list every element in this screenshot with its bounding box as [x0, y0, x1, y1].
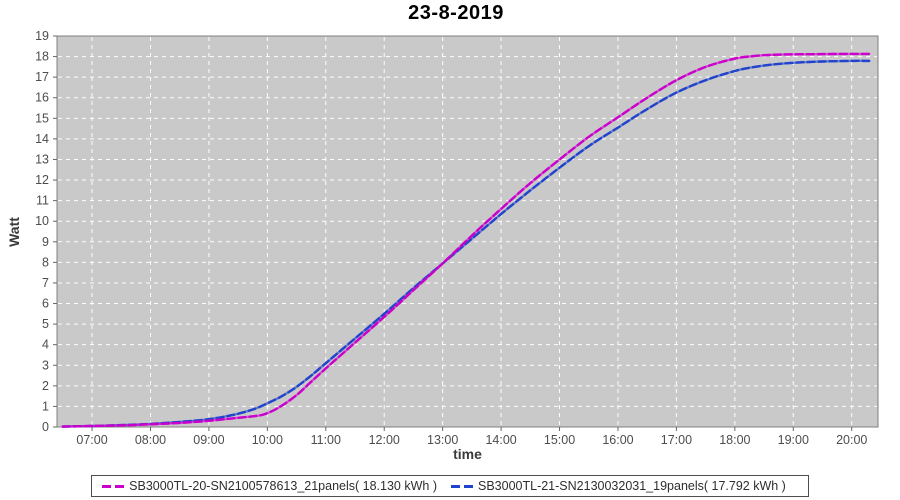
legend-item-inverter-21: SB3000TL-21-SN2130032031_19panels( 17.79… — [451, 479, 786, 493]
y-axis-label: Watt — [6, 217, 22, 247]
y-tick-label: 11 — [36, 194, 49, 208]
x-tick-label: 16:00 — [602, 433, 633, 447]
x-tick-label: 07:00 — [76, 433, 107, 447]
x-tick-label: 12:00 — [369, 433, 400, 447]
series2-line-swatch-icon — [451, 484, 473, 488]
chart-title: 23-8-2019 — [408, 2, 504, 24]
legend-item-inverter-20: SB3000TL-20-SN2100578613_21panels( 18.13… — [102, 479, 437, 493]
x-tick-label: 17:00 — [661, 433, 692, 447]
y-tick-label: 12 — [35, 173, 49, 187]
y-tick-label: 4 — [42, 338, 49, 352]
series-line — [61, 52, 871, 428]
y-tick-label: 17 — [35, 70, 49, 84]
y-tick-label: 1 — [42, 399, 49, 413]
y-tick-label: 13 — [35, 152, 49, 166]
y-tick-label: 3 — [42, 358, 49, 372]
y-tick-label: 0 — [42, 420, 49, 434]
y-tick-label: 7 — [42, 276, 49, 290]
legend-label: SB3000TL-20-SN2100578613_21panels( 18.13… — [129, 479, 437, 493]
plot-background — [56, 35, 879, 428]
x-tick-label: 15:00 — [544, 433, 575, 447]
y-tick-label: 15 — [35, 111, 49, 125]
legend-box: SB3000TL-20-SN2100578613_21panels( 18.13… — [91, 475, 809, 497]
y-tick-label: 8 — [42, 255, 49, 269]
legend: SB3000TL-20-SN2100578613_21panels( 18.13… — [0, 475, 900, 497]
x-tick-label: 13:00 — [427, 433, 458, 447]
y-tick-label: 2 — [42, 379, 49, 393]
legend-label: SB3000TL-21-SN2130032031_19panels( 17.79… — [478, 479, 786, 493]
y-tick-label: 6 — [42, 297, 49, 311]
x-tick-label: 11:00 — [311, 433, 341, 447]
y-tick-label: 10 — [35, 214, 49, 228]
x-tick-label: 08:00 — [135, 433, 166, 447]
y-tick-label: 19 — [35, 29, 49, 43]
y-tick-label: 16 — [35, 91, 49, 105]
x-tick-label: 20:00 — [836, 433, 867, 447]
series1-line-swatch-icon — [102, 484, 125, 488]
x-tick-label: 14:00 — [485, 433, 516, 447]
x-axis-label: time — [453, 446, 482, 462]
x-tick-label: 10:00 — [252, 433, 283, 447]
y-tick-label: 18 — [35, 50, 49, 64]
y-tick-label: 5 — [42, 317, 49, 331]
x-tick-label: 19:00 — [778, 433, 809, 447]
x-tick-label: 18:00 — [719, 433, 750, 447]
x-tick-label: 09:00 — [193, 433, 224, 447]
y-tick-label: 14 — [35, 132, 49, 146]
y-tick-label: 9 — [42, 235, 49, 249]
